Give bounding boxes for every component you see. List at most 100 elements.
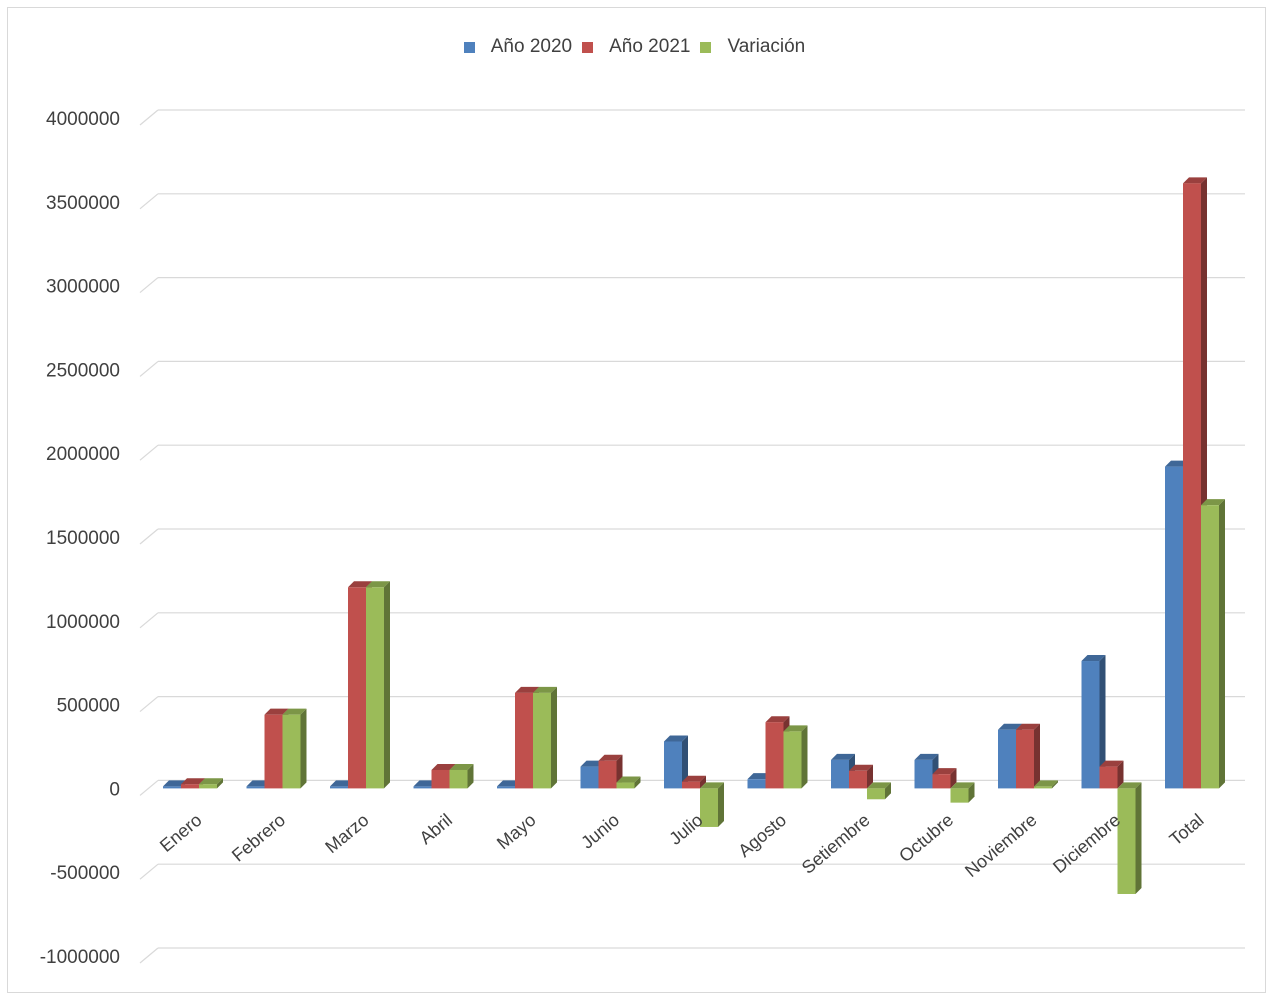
bar-side-Variación [801, 725, 808, 789]
gridline-edge [139, 947, 159, 964]
bar-top-Año 2021 [181, 778, 205, 785]
gridline-edge [139, 277, 159, 294]
bar-side-Variación [1219, 499, 1225, 789]
legend-swatch-2021 [582, 41, 594, 53]
bar-Diciembre [1081, 661, 1100, 789]
bar-top-Año 2021 [1016, 723, 1040, 730]
bar-Agosto [747, 779, 766, 789]
bar-Julio [682, 781, 700, 789]
x-category-label: Agosto [734, 810, 790, 861]
y-tick-label: 1000000 [46, 612, 120, 633]
bar-top-Año 2021 [849, 764, 873, 771]
bar-side-Variación [968, 782, 975, 803]
bar-side-Año 2021 [867, 764, 873, 789]
chart-legend: Año 2020 Año 2021 Variación [0, 36, 1269, 58]
bar-Octubre [950, 788, 969, 803]
bar-top-Variación [700, 782, 724, 789]
bar-side-Variación [467, 763, 474, 789]
bar-top-Variación [533, 686, 557, 693]
gridline-edge [139, 696, 159, 713]
x-category-label: Diciembre [1049, 810, 1124, 877]
y-tick-label: 2000000 [46, 444, 120, 465]
bar-Diciembre [1117, 788, 1136, 894]
bar-Octubre [932, 774, 951, 789]
bar-Abril [431, 769, 450, 789]
y-tick-label: 3500000 [46, 193, 120, 214]
bar-top-Variación [1117, 782, 1142, 789]
bar-top-Año 2021 [682, 775, 706, 782]
gridline-edge [139, 444, 159, 461]
gridline-edge [139, 109, 159, 126]
legend-label-variacion: Variación [727, 36, 806, 57]
bar-Junio [580, 766, 599, 789]
bar-Febrero [282, 714, 301, 789]
bar-Total [1165, 466, 1183, 789]
x-category-label: Marzo [321, 810, 372, 857]
bar-Total [1183, 183, 1201, 789]
y-tick-label: 3000000 [46, 277, 120, 298]
bar-top-Variación [449, 763, 474, 770]
x-category-label: Setiembre [798, 810, 874, 878]
bar-side-Variación [1052, 780, 1058, 789]
y-tick-label: -1000000 [40, 947, 120, 968]
bar-Marzo [348, 587, 366, 789]
x-category-label: Mayo [493, 810, 540, 854]
y-tick-label: 1500000 [46, 528, 120, 549]
legend-label-2020: Año 2020 [490, 36, 573, 57]
legend-item-2020: Año 2020 [463, 36, 573, 58]
bar-side-Año 2021 [1034, 723, 1040, 789]
bar-top-Año 2021 [431, 763, 456, 770]
bar-Marzo [366, 587, 384, 789]
bar-side-Año 2021 [700, 775, 706, 789]
bar-top-Año 2020 [831, 753, 855, 760]
bar-Agosto [765, 722, 784, 789]
bar-Total [1201, 505, 1219, 789]
bar-Enero [199, 784, 217, 789]
bar-top-Año 2021 [264, 708, 289, 715]
gridline-edge [139, 612, 159, 629]
x-category-label: Febrero [228, 810, 289, 866]
bar-Marzo [330, 786, 348, 789]
bar-side-Año 2021 [950, 768, 957, 789]
bar-side-Año 2021 [1117, 760, 1124, 789]
bar-Mayo [515, 692, 533, 789]
bar-top-Año 2020 [998, 723, 1022, 730]
bar-top-Variación [366, 581, 390, 588]
bar-top-Año 2020 [664, 735, 688, 742]
bar-Noviembre [998, 729, 1016, 789]
bar-top-Variación [1034, 780, 1058, 787]
bar-Setiembre [867, 788, 885, 800]
bar-top-Año 2021 [765, 716, 790, 723]
bar-top-Año 2020 [914, 753, 939, 760]
x-category-label: Enero [156, 810, 206, 856]
x-category-label: Abril [416, 810, 456, 848]
bar-Setiembre [831, 759, 849, 789]
bar-top-Variación [783, 725, 808, 732]
y-tick-label: -500000 [50, 863, 120, 884]
bar-top-Año 2021 [348, 581, 372, 588]
x-category-label: Total [1166, 810, 1208, 850]
gridline-edge [139, 528, 159, 545]
bar-Julio [700, 788, 718, 827]
bar-side-Variación [634, 776, 641, 789]
bar-top-Año 2021 [598, 754, 623, 761]
legend-label-2021: Año 2021 [609, 36, 691, 57]
bar-Diciembre [1099, 766, 1118, 789]
legend-swatch-2020 [463, 41, 475, 53]
bar-Febrero [246, 786, 265, 789]
bar-top-Variación [282, 708, 307, 715]
bar-Mayo [533, 692, 551, 789]
bar-top-Año 2021 [515, 686, 539, 693]
x-category-label: Junio [577, 810, 623, 853]
bar-top-Variación [950, 782, 975, 789]
y-tick-label: 0 [109, 779, 120, 800]
bar-Junio [598, 760, 617, 789]
bar-top-Variación [616, 776, 641, 783]
bar-Enero [181, 784, 199, 789]
bar-side-Variación [217, 778, 223, 789]
bar-top-Año 2021 [932, 768, 957, 775]
y-tick-label: 500000 [57, 696, 120, 717]
y-tick-label: 4000000 [46, 109, 120, 130]
bar-Febrero [264, 714, 283, 789]
